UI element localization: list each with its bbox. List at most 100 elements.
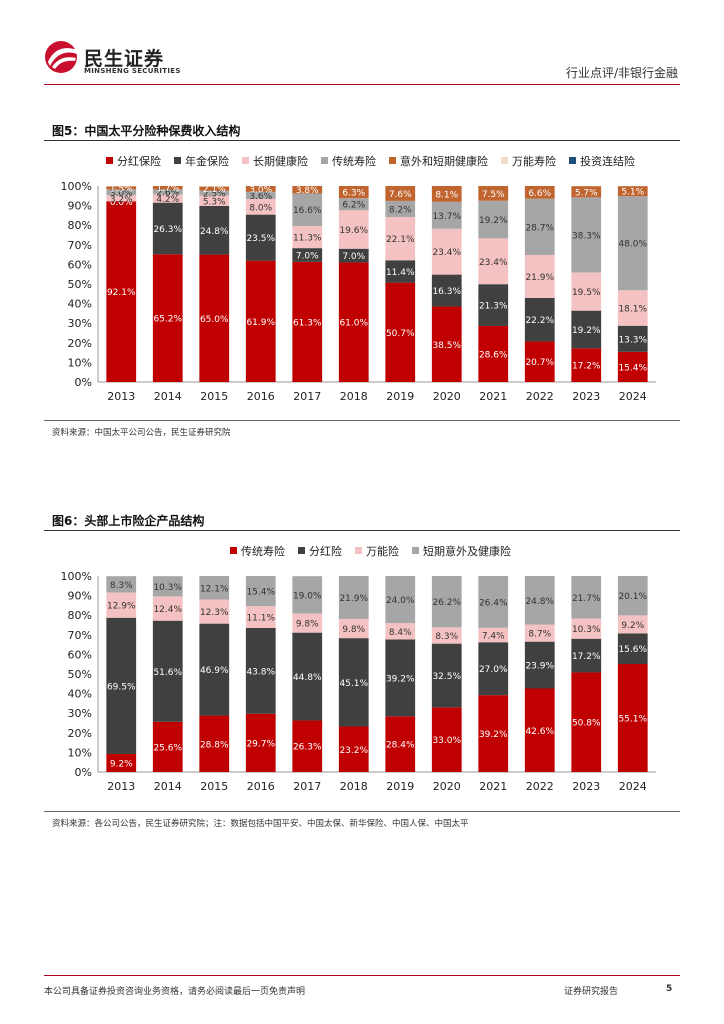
figure5-bar-1-2018 (338, 248, 369, 263)
figure5-data-label: 22.2% (525, 316, 554, 326)
figure5-data-label: 3.6% (249, 192, 272, 202)
figure5-data-label: 20.7% (525, 358, 554, 368)
figure6-ytick-label: 20% (68, 727, 92, 740)
figure6-data-label: 9.2% (110, 759, 133, 769)
figure6-data-label: 42.6% (525, 727, 554, 737)
figure6-data-label: 9.8% (296, 620, 319, 630)
page-number: 5 (666, 984, 673, 994)
figure5-legend-swatch-2 (242, 157, 249, 164)
figure6-data-label: 7.4% (482, 631, 505, 641)
figure6-xtick-label: 2016 (247, 780, 275, 793)
figure6-bar-2-2015 (199, 599, 230, 624)
figure6-legend-swatch-1 (298, 547, 305, 554)
figure5-xtick-label: 2020 (433, 390, 461, 403)
figure6-bar-1-2013 (106, 617, 137, 754)
figure5-data-label: 61.3% (293, 318, 322, 328)
figure5-ytick-label: 80% (68, 219, 92, 232)
figure5-bar-4-2019 (385, 186, 416, 201)
logo-chinese-name: 民生证券 (84, 48, 165, 70)
figure6-bar-0-2022 (524, 688, 555, 772)
figure5-data-label: 24.8% (200, 227, 229, 237)
figure5-bar-4-2021 (478, 186, 509, 201)
figure5-data-label: 2.5% (203, 190, 226, 200)
figure5-data-label: 16.6% (293, 206, 322, 216)
figure6-data-label: 12.9% (107, 602, 136, 612)
figure6-bar-0-2016 (245, 713, 276, 772)
figure5-bar-0-2023 (571, 348, 602, 382)
figure6-data-label: 55.1% (618, 715, 647, 725)
figure5-legend-swatch-3 (321, 157, 328, 164)
figure5-data-label: 21.3% (479, 302, 508, 312)
figure6-legend-label-1: 分红险 (309, 544, 342, 558)
figure5-legend-label-6: 投资连结险 (580, 154, 635, 168)
figure6-bar-0-2013 (106, 753, 137, 772)
figure5-data-label: 28.7% (525, 223, 554, 233)
figure5-bar-4-2024 (617, 186, 648, 197)
figure5-xtick-label: 2015 (200, 390, 228, 403)
figure6-bar-2-2024 (617, 615, 648, 634)
figure5-bar-1-2017 (292, 248, 323, 262)
figure6-xtick-label: 2019 (386, 780, 414, 793)
figure5-top-rule (44, 140, 680, 141)
figure6-xtick-label: 2022 (526, 780, 554, 793)
figure5-data-label: 7.0% (342, 252, 365, 262)
figure5-bar-3-2013 (106, 189, 137, 196)
figure5-data-label: 11.4% (386, 268, 415, 278)
figure5-bar-2-2023 (571, 272, 602, 311)
figure6-data-label: 9.8% (342, 625, 365, 635)
figure6-bar-1-2021 (478, 642, 509, 696)
figure6-bar-0-2021 (478, 695, 509, 772)
figure6-data-label: 26.4% (479, 598, 508, 608)
figure5-data-label: 1.5% (110, 184, 133, 194)
figure6-bar-3-2021 (478, 576, 509, 628)
figure5-bar-4-2018 (338, 186, 369, 199)
figure5-bar-0-2017 (292, 261, 323, 382)
figure6-data-label: 33.0% (432, 736, 461, 746)
figure6-legend-label-2: 万能险 (366, 544, 399, 558)
figure5-xtick-label: 2021 (479, 390, 507, 403)
figure5-data-label: 13.7% (432, 212, 461, 222)
figure5-data-label: 16.3% (432, 287, 461, 297)
figure5-data-label: 38.5% (432, 341, 461, 351)
figure5-bar-2-2014 (152, 194, 183, 203)
figure6-data-label: 8.7% (528, 630, 551, 640)
figure5-data-label: 6.6% (528, 189, 551, 199)
figure6-ytick-label: 10% (68, 746, 92, 759)
figure6-bar-3-2018 (338, 576, 369, 619)
figure6-data-label: 27.0% (479, 665, 508, 675)
figure5-bar-1-2024 (617, 325, 648, 352)
figure5-xtick-label: 2022 (526, 390, 554, 403)
figure6-data-label: 23.9% (525, 662, 554, 672)
report-category: 行业点评/非银行金融 (565, 66, 678, 80)
figure5-bar-3-2021 (478, 200, 509, 239)
figure5-bar-3-2017 (292, 193, 323, 226)
figure5-data-label: 23.4% (479, 258, 508, 268)
figure6-source: 资料来源：各公司公告，民生证券研究院；注：数据包括中国平安、中国太保、新华保险、… (52, 819, 469, 829)
figure5-bar-4-2014 (152, 186, 183, 190)
figure6-xtick-label: 2018 (340, 780, 368, 793)
figure6-bar-1-2016 (245, 627, 276, 714)
figure5-data-label: 18.1% (618, 305, 647, 315)
figure5-bottom-rule (44, 420, 680, 421)
figure5-xtick-label: 2016 (247, 390, 275, 403)
figure6-data-label: 19.0% (293, 591, 322, 601)
figure5-data-label: 19.5% (572, 288, 601, 298)
figure5-xtick-label: 2014 (154, 390, 182, 403)
figure6-legend-label-0: 传统寿险 (241, 544, 285, 558)
figure6-bar-3-2023 (571, 576, 602, 619)
figure6-ytick-label: 0% (75, 766, 92, 779)
figure5-bar-3-2024 (617, 196, 648, 291)
figure6-bar-3-2024 (617, 576, 648, 616)
figure5-data-label: 23.5% (246, 234, 275, 244)
figure6-data-label: 29.7% (246, 739, 275, 749)
figure5-data-label: 19.2% (479, 216, 508, 226)
figure6-ytick-label: 50% (68, 668, 92, 681)
figure5-legend-swatch-5 (501, 157, 508, 164)
figure6-data-label: 10.3% (153, 583, 182, 593)
figure5-bar-2-2021 (478, 238, 509, 285)
figure5-bar-2-2022 (524, 254, 555, 298)
figure5-data-label: 6.3% (342, 189, 365, 199)
figure5-data-label: 6.2% (342, 201, 365, 211)
figure5-bar-2-2020 (431, 228, 462, 275)
figure5-data-label: 2.1% (203, 185, 226, 195)
